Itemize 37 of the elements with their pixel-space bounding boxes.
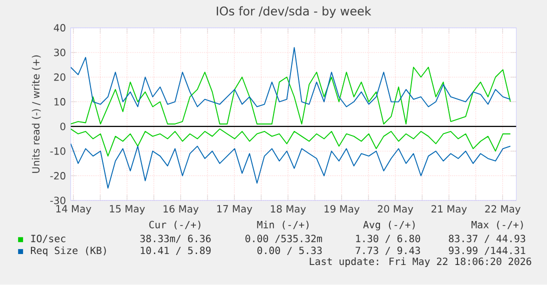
x-tick-label: 22 May [485, 205, 520, 215]
y-tick-label: 40 [54, 24, 66, 32]
x-tick-label: 14 May [56, 205, 92, 215]
text: 83.37 / 44.93 [448, 234, 526, 244]
text: 0.00 / 5.33 [257, 246, 322, 256]
y-tick-label: 20 [54, 73, 66, 81]
x-tick-label: 18 May [270, 205, 306, 215]
y-tick-label: -30 [50, 196, 66, 204]
line-series [70, 143, 511, 189]
text: 7.73 / 9.43 [356, 246, 420, 256]
text: Last update: Fri May 22 18:06:20 2026 [310, 258, 532, 268]
text: 93.99 /144.31 [448, 246, 526, 256]
text: Avg (-/+) [363, 220, 415, 230]
legend-label: IO/sec [31, 234, 66, 244]
text: Cur (-/+) [149, 220, 200, 230]
y-tick-label: -20 [50, 172, 66, 180]
x-tick-label: 21 May [432, 205, 467, 215]
text: 1.30 / 6.80 [356, 234, 420, 244]
y-tick-label: 30 [54, 48, 66, 56]
y-tick-label: -10 [50, 147, 66, 155]
x-tick-label: 15 May [110, 205, 145, 215]
y-tick-label: 10 [54, 98, 66, 106]
x-tick-label: 16 May [164, 205, 199, 215]
text: Max (-/+) [472, 220, 523, 230]
text: 10.41 / 5.89 [140, 246, 211, 256]
y-axis-title: Units read (-) / write (+) [32, 56, 41, 173]
legend-label: Req Size (KB) [30, 246, 106, 256]
text: 38.33m/ 6.36 [140, 234, 211, 244]
x-tick-label: 17 May [217, 205, 252, 215]
x-tick-label: 19 May [324, 205, 360, 215]
text: Min (-/+) [257, 220, 308, 230]
text: 0.00 /535.32m [245, 234, 322, 244]
line-series [70, 47, 511, 108]
y-tick-label: 0 [60, 122, 66, 130]
line-series [70, 128, 511, 157]
chart-title: IOs for /dev/sda - by week [216, 6, 372, 18]
x-tick-label: 20 May [378, 205, 414, 215]
